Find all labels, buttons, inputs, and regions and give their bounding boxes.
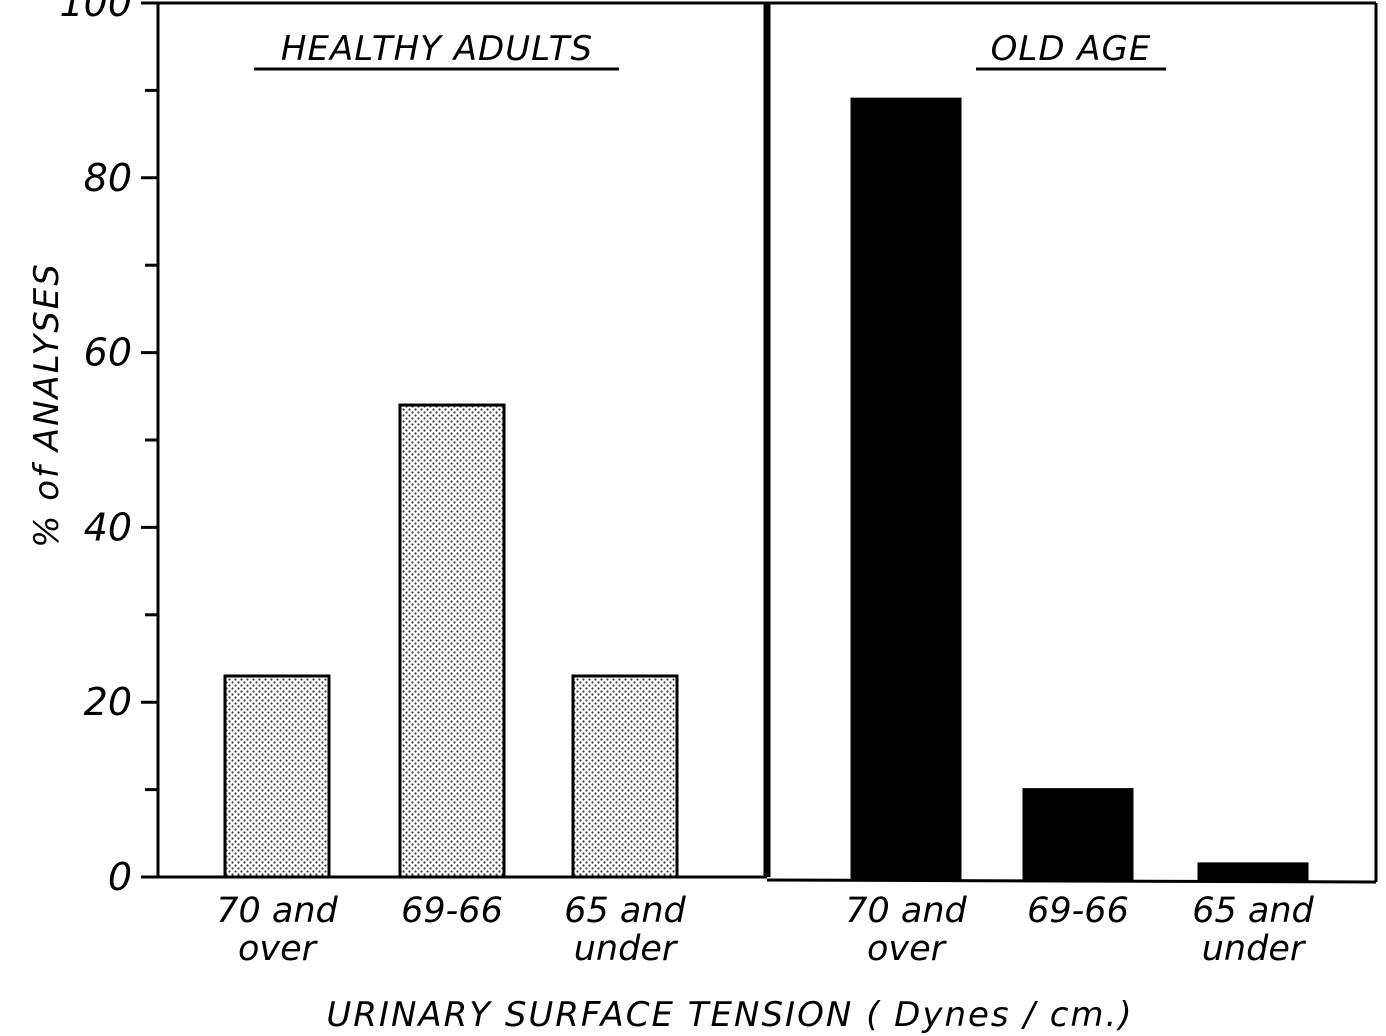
category-label-line1: 65 and (564, 891, 686, 931)
category-label-line1: 69-66 (401, 891, 503, 931)
y-tick-label: 80 (84, 156, 132, 200)
panel-title: OLD AGE (991, 29, 1152, 69)
y-tick-label: 60 (84, 331, 132, 375)
bars (223, 97, 1309, 882)
bar (850, 97, 962, 882)
y-tick-label: 100 (59, 0, 132, 25)
bar (571, 674, 679, 879)
category-label-line2: under (1202, 929, 1307, 969)
category-label-line2: over (238, 929, 319, 969)
category-label-line2: under (574, 929, 679, 969)
y-tick-label: 20 (84, 680, 132, 724)
category-label-line1: 69-66 (1027, 891, 1129, 931)
plot-frame (156, 1, 1378, 884)
category-label-line1: 65 and (1192, 891, 1314, 931)
category-label-line2: over (867, 929, 948, 969)
panel-title: HEALTHY ADULTS (281, 29, 593, 69)
bar (1022, 788, 1134, 882)
bar (398, 403, 506, 879)
category-label-line1: 70 and (216, 891, 338, 931)
bar (1197, 862, 1309, 882)
y-axis: 0 20 40 60 80 100 (59, 0, 158, 899)
bar (223, 674, 331, 879)
y-tick-label: 0 (108, 855, 132, 899)
y-axis-title: % of ANALYSES (27, 262, 67, 548)
category-label-line1: 70 and (845, 891, 967, 931)
x-axis-title: URINARY SURFACE TENSION ( Dynes / cm.) (326, 995, 1133, 1035)
y-tick-label: 40 (84, 505, 132, 549)
